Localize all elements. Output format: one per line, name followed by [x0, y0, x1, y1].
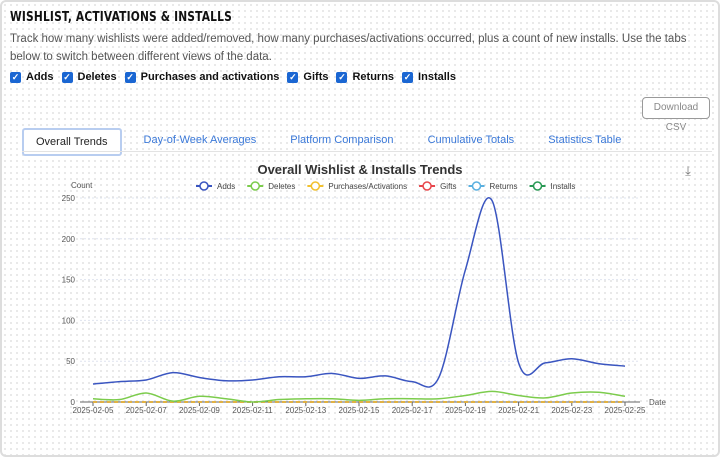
- filter-returns[interactable]: ✓ Returns: [336, 71, 394, 83]
- x-tick-label: 2025-02-11: [232, 406, 273, 415]
- x-tick-label: 2025-02-05: [73, 406, 114, 415]
- legend-marker-icon: [310, 181, 321, 191]
- checkbox-checked-icon[interactable]: ✓: [336, 71, 348, 83]
- x-tick-label: 2025-02-21: [498, 406, 539, 415]
- y-tick-label: 100: [62, 316, 76, 325]
- x-tick-label: 2025-02-25: [605, 406, 646, 415]
- series-filters: ✓ Adds ✓ Deletes ✓ Purchases and activations ✓…: [10, 71, 458, 83]
- y-tick-label: 150: [62, 276, 76, 285]
- filter-label: Adds: [26, 71, 54, 83]
- svg-text:Adds: Adds: [217, 182, 235, 191]
- y-tick-label: 250: [62, 194, 76, 203]
- y-axis-label: Count: [71, 181, 93, 190]
- legend-item-adds[interactable]: Adds: [196, 181, 235, 191]
- tab-day-of-week-averages[interactable]: Day-of-Week Averages: [143, 134, 257, 146]
- divider: [22, 151, 712, 152]
- y-tick-label: 0: [71, 398, 76, 407]
- legend-item-deletes[interactable]: Deletes: [247, 181, 295, 191]
- filter-label: Deletes: [77, 71, 117, 83]
- filter-label: Gifts: [303, 71, 329, 83]
- legend-marker-icon: [532, 181, 543, 191]
- checkbox-checked-icon[interactable]: ✓: [124, 71, 136, 83]
- legend-item-gifts[interactable]: Gifts: [419, 181, 457, 191]
- checkbox-checked-icon[interactable]: ✓: [287, 71, 299, 83]
- filter-label: Installs: [418, 71, 456, 83]
- y-tick-label: 200: [62, 235, 76, 244]
- checkbox-checked-icon[interactable]: ✓: [10, 71, 21, 83]
- series-line-adds: [92, 197, 626, 388]
- tab-statistics-table[interactable]: Statistics Table: [548, 134, 622, 146]
- x-tick-label: 2025-02-15: [339, 406, 380, 415]
- y-tick-label: 50: [66, 357, 75, 366]
- legend-item-returns[interactable]: Returns: [468, 181, 518, 191]
- svg-text:Deletes: Deletes: [268, 182, 295, 191]
- svg-text:Installs: Installs: [551, 182, 576, 191]
- page-title: WISHLIST, ACTIVATIONS & INSTALLS: [10, 10, 232, 25]
- legend-marker-icon: [422, 181, 432, 191]
- filter-installs[interactable]: ✓ Installs: [402, 71, 456, 83]
- x-tick-label: 2025-02-13: [285, 406, 326, 415]
- filter-purchases-and-activations[interactable]: ✓ Purchases and activations: [124, 71, 280, 83]
- legend-item-purchases-activations[interactable]: Purchases/Activations: [307, 181, 407, 191]
- description: Track how many wishlists were added/remo…: [10, 33, 687, 63]
- chart-title: Overall Wishlist & Installs Trends: [257, 162, 462, 177]
- legend-marker-icon: [471, 181, 482, 191]
- x-tick-label: 2025-02-19: [445, 406, 486, 415]
- filter-deletes[interactable]: ✓ Deletes: [61, 71, 117, 83]
- x-tick-label: 2025-02-07: [126, 406, 167, 415]
- filter-gifts[interactable]: ✓ Gifts: [287, 71, 328, 83]
- download-csv-button[interactable]: Download CSV: [642, 97, 710, 133]
- filter-label: Purchases and activations: [140, 71, 280, 83]
- checkbox-checked-icon[interactable]: ✓: [61, 71, 73, 83]
- x-tick-label: 2025-02-09: [179, 406, 220, 415]
- series-line-deletes: [92, 390, 626, 403]
- legend-item-installs[interactable]: Installs: [529, 181, 576, 191]
- svg-text:Purchases/Activations: Purchases/Activations: [328, 182, 407, 191]
- x-tick-label: 2025-02-23: [551, 406, 592, 415]
- download-chart-icon[interactable]: ⤓: [685, 163, 691, 178]
- tab-platform-comparison[interactable]: Platform Comparison: [290, 134, 394, 146]
- filter-adds[interactable]: ✓ Adds: [10, 71, 54, 83]
- checkbox-checked-icon[interactable]: ✓: [402, 71, 414, 83]
- legend-marker-icon: [199, 181, 209, 191]
- svg-text:Returns: Returns: [490, 182, 518, 191]
- legend-marker-icon: [250, 181, 260, 191]
- x-axis-label: Date: [649, 398, 666, 407]
- filter-label: Returns: [352, 71, 395, 83]
- x-tick-label: 2025-02-17: [392, 406, 433, 415]
- svg-text:Gifts: Gifts: [440, 182, 456, 191]
- tab-cumulative-totals[interactable]: Cumulative Totals: [427, 134, 515, 146]
